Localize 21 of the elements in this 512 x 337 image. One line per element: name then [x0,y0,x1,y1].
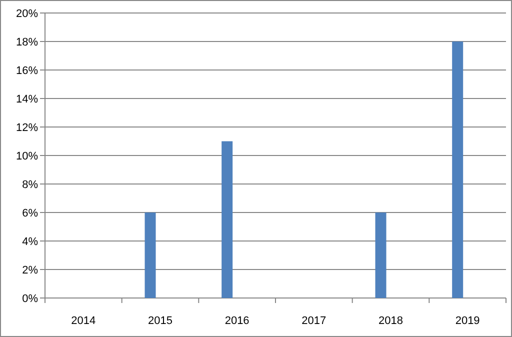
x-tick-label: 2018 [378,315,403,327]
bar [375,212,386,298]
x-tick-label: 2015 [148,315,172,327]
y-tick-label: 2% [22,264,38,276]
y-tick-label: 0% [22,292,38,305]
bar [222,141,233,298]
y-tick-label: 14% [16,93,38,106]
y-tick-label: 4% [22,236,38,248]
x-tick-label: 2019 [455,315,480,327]
y-tick-label: 18% [16,36,38,48]
x-tick-label: 2014 [71,315,96,327]
x-tick-label: 2017 [302,315,326,327]
x-tick-label: 2016 [224,315,250,327]
y-tick-label: 16% [16,64,38,77]
y-tick-label: 20% [16,8,38,20]
y-tick-label: 6% [22,207,38,220]
bar [452,42,464,298]
y-tick-label: 12% [16,122,38,134]
y-tick-label: 8% [22,178,38,191]
y-tick-label: 10% [16,150,38,162]
bar [144,212,156,298]
